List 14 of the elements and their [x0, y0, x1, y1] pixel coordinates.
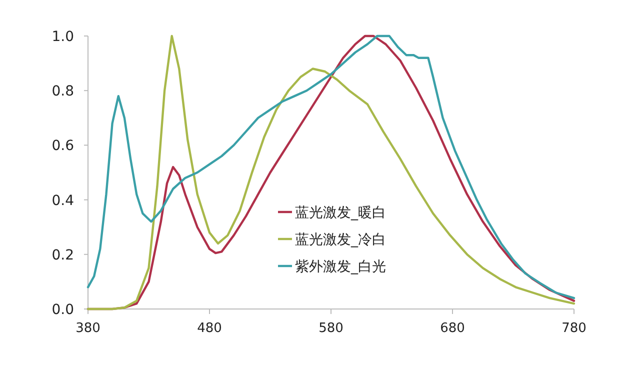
y-tick-label: 1.0 [52, 29, 74, 45]
y-tick-label: 0.6 [52, 138, 74, 154]
legend-label: 紫外激发_白光 [295, 259, 386, 275]
y-tick-label: 0.4 [52, 192, 74, 209]
x-tick-label: 480 [197, 321, 222, 336]
x-tick-label: 680 [440, 321, 465, 336]
x-tick-label: 580 [318, 321, 344, 336]
y-tick-label: 0.8 [52, 84, 74, 100]
x-tick-label: 380 [76, 321, 100, 336]
legend-label: 蓝光激发_暖白 [295, 205, 386, 221]
legend-label: 蓝光激发_冷白 [295, 232, 386, 248]
y-tick-label: 0.2 [52, 247, 74, 264]
x-tick-label: 780 [562, 321, 586, 336]
y-tick-label: 0.0 [52, 302, 74, 318]
